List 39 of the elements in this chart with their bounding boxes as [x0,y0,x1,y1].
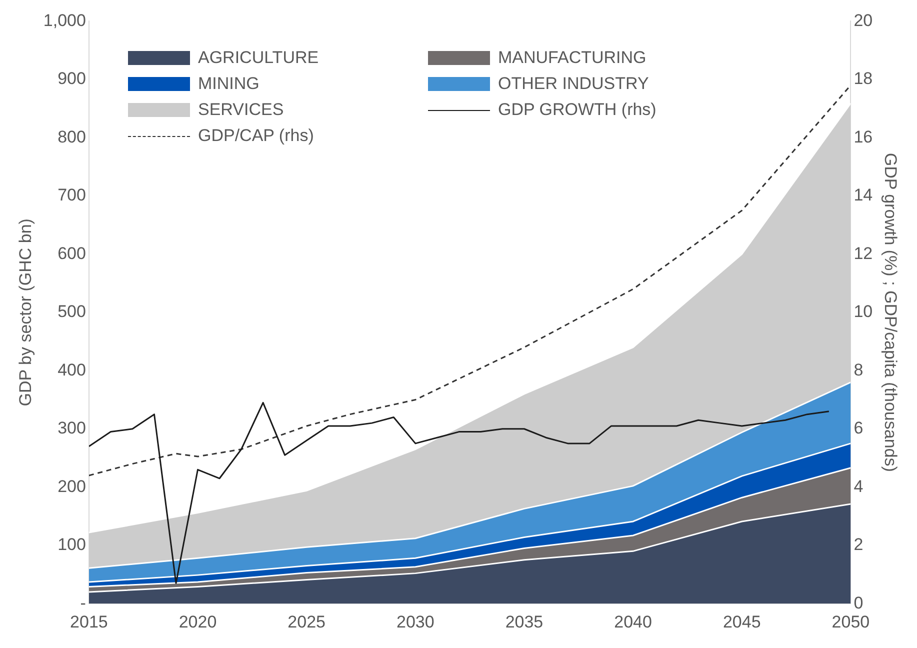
y2-tick-label: 18 [854,69,873,88]
x-tick-label: 2015 [70,612,108,632]
legend-label: OTHER INDUSTRY [498,74,649,94]
x-tick-label: 2030 [396,612,434,632]
y-tick-label: 500 [58,302,86,322]
y-axis-title: GDP by sector (GHC bn) [16,218,35,406]
y-tick-label: 600 [58,244,86,263]
legend-label: SERVICES [198,100,284,120]
y2-tick-label: 2 [854,535,864,554]
x-tick-label: 2040 [614,612,652,632]
y2-tick-label: 16 [854,127,873,146]
y2-tick-label: 12 [854,244,873,263]
y2-tick-label: 0 [854,593,864,612]
y-tick-label: 100 [58,535,86,554]
x-tick-label: 2035 [505,612,544,632]
y-tick-label: - [80,593,86,612]
y-tick-label: 800 [58,127,86,146]
y-tick-label: 300 [58,418,86,438]
x-tick-label: 2050 [832,612,870,632]
y-tick-label: 200 [58,476,86,496]
y2-tick-label: 4 [854,476,864,496]
legend-label: GDP/CAP (rhs) [198,126,314,146]
x-tick-label: 2020 [178,612,217,632]
legend-label: MANUFACTURING [498,48,646,68]
y-tick-label: 1,000 [43,10,86,30]
x-tick-label: 2045 [722,612,761,632]
legend-label: GDP GROWTH (rhs) [498,100,656,120]
x-tick-label: 2025 [288,612,326,632]
y-tick-label: 700 [58,186,86,205]
legend-label: AGRICULTURE [198,48,319,68]
y-tick-label: 400 [58,360,86,380]
y2-tick-label: 10 [854,302,873,322]
legend-label: MINING [198,74,260,94]
y2-axis-title: GDP growth (%) ; GDP/capita (thousands) [881,152,900,472]
y2-tick-label: 6 [854,418,864,438]
y2-tick-label: 20 [854,10,873,30]
y-tick-label: 900 [58,69,86,88]
y2-tick-label: 8 [854,360,864,380]
y2-tick-label: 14 [854,186,873,205]
